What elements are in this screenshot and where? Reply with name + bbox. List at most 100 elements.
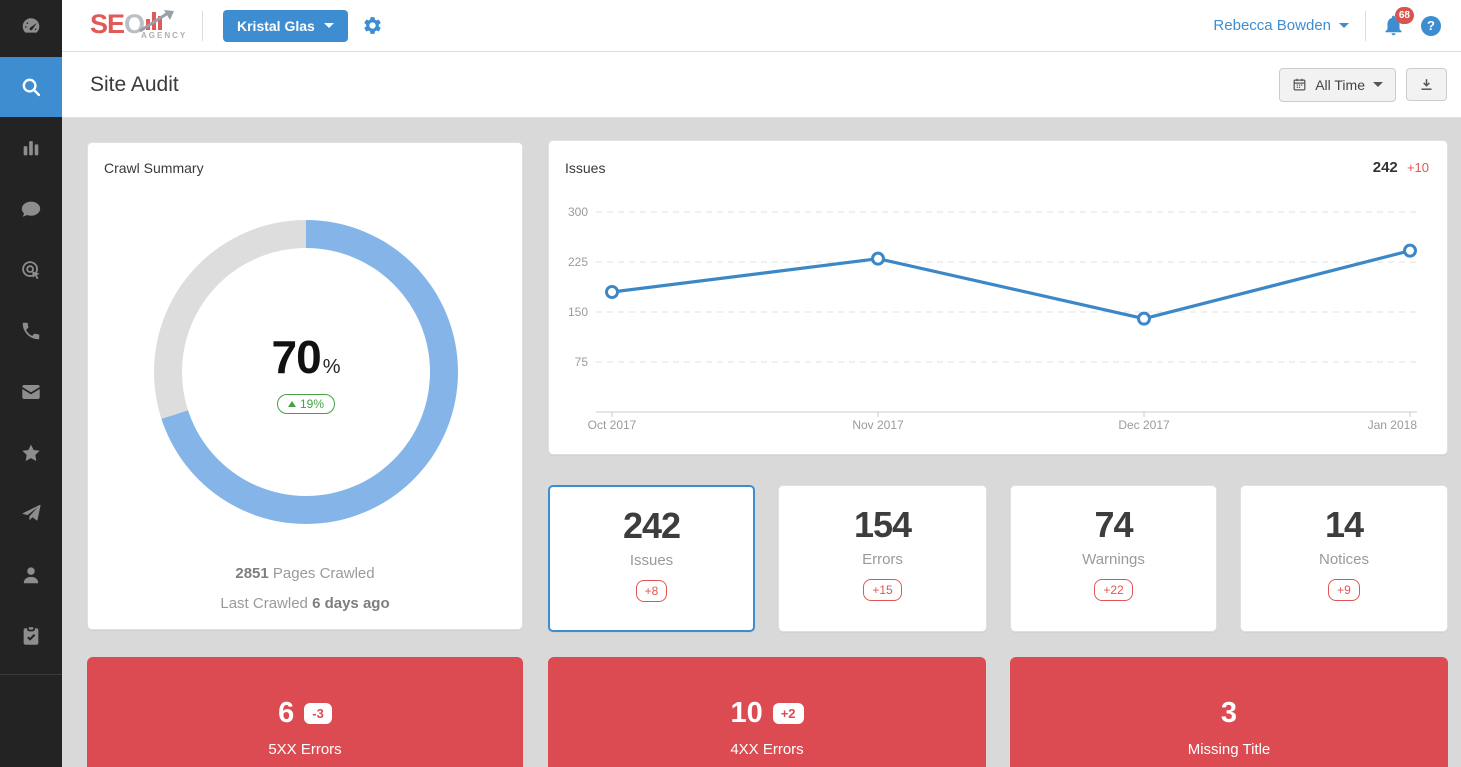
error-card-4xx[interactable]: 10 +2 4XX Errors (548, 657, 986, 767)
main-content: Crawl Summary 70 % 19% 2851 Pages Crawle… (62, 118, 1461, 767)
stat-card-notices[interactable]: 14 Notices +9 (1240, 485, 1448, 632)
issues-line-chart[interactable]: 300 225 150 75 Oct 2017 Nov 2017 Dec 2017 Jan 2… (549, 196, 1449, 446)
svg-text:225: 225 (568, 255, 588, 269)
svg-text:150: 150 (568, 305, 588, 319)
crawl-summary-title: Crawl Summary (104, 160, 204, 176)
svg-text:300: 300 (568, 205, 588, 219)
pages-crawled-text: 2851 Pages Crawled (235, 565, 375, 582)
question-mark-icon: ? (1427, 18, 1435, 33)
error-card-value: 6 (278, 697, 295, 729)
notification-count-badge: 68 (1394, 7, 1414, 24)
issues-current: 242 +10 (1373, 159, 1429, 176)
chat-bubble-icon (21, 201, 41, 217)
last-crawled-text: Last Crawled 6 days ago (220, 595, 390, 612)
top-header: SEO AGENCY Kristal Glas Rebecca Bowden 6… (62, 0, 1461, 52)
star-icon (22, 444, 40, 461)
stat-card-errors[interactable]: 154 Errors +15 (778, 485, 987, 632)
stat-card-issues[interactable]: 242 Issues +8 (548, 485, 755, 632)
issues-current-value: 242 (1372, 159, 1398, 176)
crawl-change-badge: 19% (276, 394, 336, 414)
clipboard-check-icon (23, 626, 39, 645)
svg-text:75: 75 (575, 355, 589, 369)
export-download-button[interactable] (1406, 68, 1447, 101)
page-title: Site Audit (90, 72, 179, 96)
sidebar-item-clients[interactable] (0, 544, 62, 605)
error-card-delta-badge: -3 (304, 703, 332, 724)
stat-value: 154 (853, 504, 912, 545)
stat-label: Notices (1318, 551, 1370, 568)
chevron-down-icon (1339, 23, 1349, 28)
date-range-button[interactable]: All Time (1279, 67, 1396, 102)
crawl-percent-value: 70 (271, 331, 322, 383)
svg-text:Nov 2017: Nov 2017 (852, 418, 904, 432)
sidebar-item-calls[interactable] (0, 300, 62, 361)
sidebar-item-email[interactable] (0, 361, 62, 422)
svg-text:Jan 2018: Jan 2018 (1368, 418, 1418, 432)
download-icon (1421, 79, 1432, 90)
brand-text-secondary: AGENCY (141, 30, 188, 40)
bar-chart-icon (23, 140, 39, 155)
date-range-label: All Time (1315, 76, 1365, 93)
brand-logo[interactable]: SEO AGENCY (90, 7, 185, 45)
sidebar-divider (0, 674, 62, 675)
notifications-button[interactable]: 68 (1382, 7, 1414, 37)
search-icon (22, 78, 41, 97)
client-selector-button[interactable]: Kristal Glas (223, 9, 348, 42)
sidebar-item-targets[interactable] (0, 239, 62, 300)
phone-icon (22, 322, 40, 339)
gear-icon (364, 17, 381, 34)
stat-label: Warnings (1082, 551, 1145, 568)
crawl-progress-donut (154, 220, 458, 524)
settings-button[interactable] (362, 15, 383, 36)
stat-delta-badge: +22 (1094, 579, 1133, 601)
sidebar-item-dashboard[interactable] (0, 0, 62, 52)
calendar-icon (1293, 78, 1306, 91)
error-card-label: 4XX Errors (730, 741, 804, 758)
user-name: Rebecca Bowden (1213, 17, 1331, 34)
error-card-5xx[interactable]: 6 -3 5XX Errors (87, 657, 523, 767)
error-card-label: 5XX Errors (268, 741, 342, 758)
dashboard-gauge-icon (22, 18, 40, 33)
issues-chart-title: Issues (565, 160, 606, 176)
stat-delta-badge: +9 (1328, 579, 1360, 601)
stat-value: 74 (1094, 504, 1133, 545)
crawl-summary-card: Crawl Summary 70 % 19% 2851 Pages Crawle… (87, 142, 523, 630)
sidebar-item-messages[interactable] (0, 178, 62, 239)
paper-plane-icon (22, 504, 41, 520)
target-click-icon (22, 260, 40, 279)
caret-up-icon (287, 401, 296, 407)
chevron-down-icon (1373, 82, 1383, 87)
svg-text:Oct 2017: Oct 2017 (588, 418, 637, 432)
user-icon (23, 566, 39, 583)
stat-card-warnings[interactable]: 74 Warnings +22 (1010, 485, 1217, 632)
sidebar-item-favorites[interactable] (0, 422, 62, 483)
issues-chart-card: Issues 242 +10 300 225 150 75 Oct 2017 Nov 20… (548, 140, 1448, 455)
stat-delta-badge: +15 (863, 579, 902, 601)
crawl-percent-unit: % (322, 356, 341, 378)
sidebar (0, 0, 62, 767)
header-divider (1365, 10, 1366, 41)
error-card-missing-title[interactable]: 3 Missing Title (1010, 657, 1448, 767)
user-menu-button[interactable]: Rebecca Bowden (1213, 17, 1349, 34)
sidebar-item-tasks[interactable] (0, 605, 62, 666)
error-card-value: 10 (730, 697, 763, 729)
sidebar-item-analytics[interactable] (0, 117, 62, 178)
stat-delta-badge: +8 (635, 580, 668, 602)
sidebar-item-campaigns[interactable] (0, 483, 62, 544)
stat-label: Issues (629, 552, 674, 569)
envelope-icon (22, 384, 40, 399)
stat-value: 14 (1324, 504, 1364, 545)
header-divider (202, 10, 203, 41)
brand-text-primary: SEO (90, 8, 145, 39)
error-card-value: 3 (1220, 697, 1238, 729)
help-button[interactable]: ? (1421, 15, 1441, 36)
brand-chart-icon (139, 9, 174, 32)
svg-text:Dec 2017: Dec 2017 (1118, 418, 1170, 432)
sidebar-item-site-audit-search[interactable] (0, 57, 62, 117)
client-selector-label: Kristal Glas (237, 17, 315, 34)
page-toolbar: Site Audit All Time (62, 52, 1461, 118)
stat-label: Errors (862, 551, 903, 568)
error-card-label: Missing Title (1187, 741, 1271, 758)
error-card-delta-badge: +2 (772, 703, 804, 724)
stat-value: 242 (622, 505, 681, 546)
